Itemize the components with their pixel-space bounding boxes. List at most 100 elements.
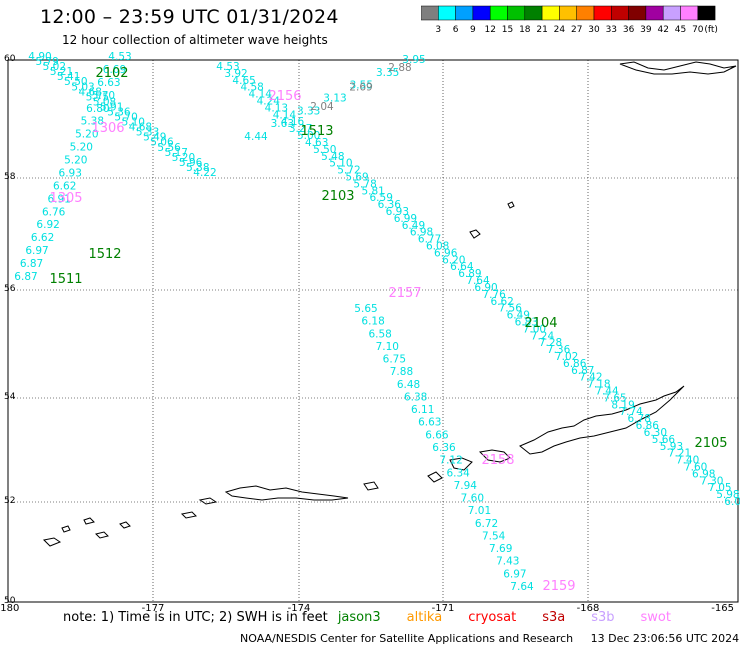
swh-value: 5.20 <box>64 155 87 167</box>
satellite-name: s3b <box>591 610 615 625</box>
satellite-name: jason3 <box>337 610 381 625</box>
swh-value: 7.56 <box>499 303 523 315</box>
swh-value-low: 2.88 <box>388 62 411 74</box>
swh-value: 7.10 <box>376 341 399 353</box>
swh-value: 6.86 <box>636 420 660 432</box>
swh-value: 5.50 <box>64 76 87 88</box>
aleutian-islands-west <box>42 517 131 547</box>
swh-value: 6.03 <box>724 496 740 508</box>
swh-value: 3.33 <box>297 105 320 117</box>
swh-value: 7.02 <box>555 351 578 363</box>
longitude-label: -168 <box>577 603 600 614</box>
footer: NOAA/NESDIS Center for Satellite Applica… <box>240 632 739 645</box>
swh-value: 5.70 <box>114 112 137 124</box>
swh-value: 5.20 <box>70 142 93 154</box>
swh-value: 5.10 <box>329 158 352 170</box>
swh-value: 6.80 <box>86 103 109 115</box>
swh-value: 6.72 <box>475 518 498 530</box>
pass-id-label: 1513 <box>300 124 333 139</box>
legend-label: 21 <box>536 25 547 35</box>
swh-value: 5.00 <box>297 130 320 142</box>
swh-value: 6.76 <box>42 206 66 218</box>
swh-value: 6.87 <box>14 271 37 283</box>
pass-id-label: 1305 <box>49 191 82 206</box>
swh-value: 5.02 <box>43 61 66 73</box>
swh-value: 7.18 <box>587 379 610 391</box>
swh-value: 6.83 <box>515 316 538 328</box>
footer-timestamp: 13 Dec 23:06:56 UTC 2024 <box>590 632 740 645</box>
map-grid <box>7 59 739 603</box>
legend-label: 30 <box>588 25 600 35</box>
swh-value: 6.63 <box>97 77 120 89</box>
page-title: 12:00 – 23:59 UTC 01/31/2024 <box>40 6 339 28</box>
legend-label: 12 <box>484 25 495 35</box>
swh-value: 6.87 <box>20 258 43 270</box>
swh-value: 6.97 <box>25 245 48 257</box>
pass-id-label: 1512 <box>88 247 121 262</box>
swh-value: 7.36 <box>547 344 571 356</box>
aleutian-islands-east <box>427 449 511 483</box>
legend-label: 3 <box>435 25 441 35</box>
latitude-label: 52 <box>4 496 15 506</box>
legend-label: 36 <box>623 25 635 35</box>
swh-value: 7.43 <box>496 556 519 568</box>
swh-value: 6.78 <box>628 413 651 425</box>
swh-value: 5.17 <box>165 147 188 159</box>
swh-value: 3.27 <box>289 123 312 135</box>
swh-value: 5.38 <box>186 162 209 174</box>
swh-value: 6.20 <box>442 254 465 266</box>
swh-value: 5.36 <box>107 106 131 118</box>
swh-value: 7.64 <box>510 581 534 593</box>
swh-value: 4.58 <box>240 82 263 94</box>
swh-value: 8.19 <box>611 399 634 411</box>
pass-id-label: 2105 <box>694 436 727 451</box>
swh-value: 6.49 <box>402 220 425 232</box>
satellite-name: swot <box>640 610 671 625</box>
swh-value-low: 2.69 <box>349 82 372 94</box>
alaska-peninsula-coastline <box>519 385 685 455</box>
note-prefix: note: 1) Time is in UTC; 2) SWH is in fe… <box>63 610 328 625</box>
legend-label: 15 <box>502 25 513 35</box>
swh-value: 4.14 <box>249 89 273 101</box>
footer-credit: NOAA/NESDIS Center for Satellite Applica… <box>240 632 574 645</box>
swh-value: 4.53 <box>108 51 131 63</box>
swh-value: 6.49 <box>507 310 530 322</box>
swh-value: 6.62 <box>490 296 513 308</box>
swh-value: 7.54 <box>482 530 506 542</box>
swh-value: 4.13 <box>265 102 288 114</box>
swh-value: 5.69 <box>345 171 368 183</box>
latitude-label: 58 <box>4 172 16 182</box>
longitude-label: -171 <box>432 603 455 614</box>
swh-value: 7.76 <box>482 289 506 301</box>
swh-value: 7.30 <box>700 475 723 487</box>
latitude-label: 54 <box>4 392 16 402</box>
swh-value: 3.92 <box>224 68 247 80</box>
pass-id-label: 2157 <box>388 286 421 301</box>
swh-value: 3.95 <box>402 54 425 66</box>
pass-id-label: 2156 <box>268 89 301 104</box>
swh-value-low: 2.04 <box>310 101 334 113</box>
swh-value: 7.00 <box>523 323 546 335</box>
swh-value: 5.38 <box>81 116 104 128</box>
swh-value: 6.62 <box>31 232 54 244</box>
longitude-label: -174 <box>288 603 311 614</box>
swh-value: 5.08 <box>93 96 116 108</box>
swh-value: 5.65 <box>354 303 377 315</box>
swh-value: 4.16 <box>281 116 305 128</box>
swh-value: 6.92 <box>36 219 59 231</box>
swh-value: 7.60 <box>684 461 707 473</box>
legend-label: 9 <box>470 25 476 35</box>
swh-value: 7.12 <box>439 455 462 467</box>
swh-value: 5.66 <box>652 434 676 446</box>
coastline-outlines <box>42 61 737 547</box>
swh-value: 4.90 <box>28 51 51 63</box>
swh-value: 6.38 <box>404 391 427 403</box>
swh-value: 5.91 <box>100 101 123 113</box>
pass-id-label: 1306 <box>91 121 124 136</box>
swh-value: 7.88 <box>390 366 413 378</box>
swh-value: 6.59 <box>370 192 393 204</box>
altimeter-tracks: 4.905.795.025.215.415.505.034.685.755.08… <box>14 51 740 593</box>
swh-value: 7.69 <box>489 543 512 555</box>
swh-value: 3.63 <box>271 118 294 130</box>
swh-value: 7.44 <box>595 386 619 398</box>
